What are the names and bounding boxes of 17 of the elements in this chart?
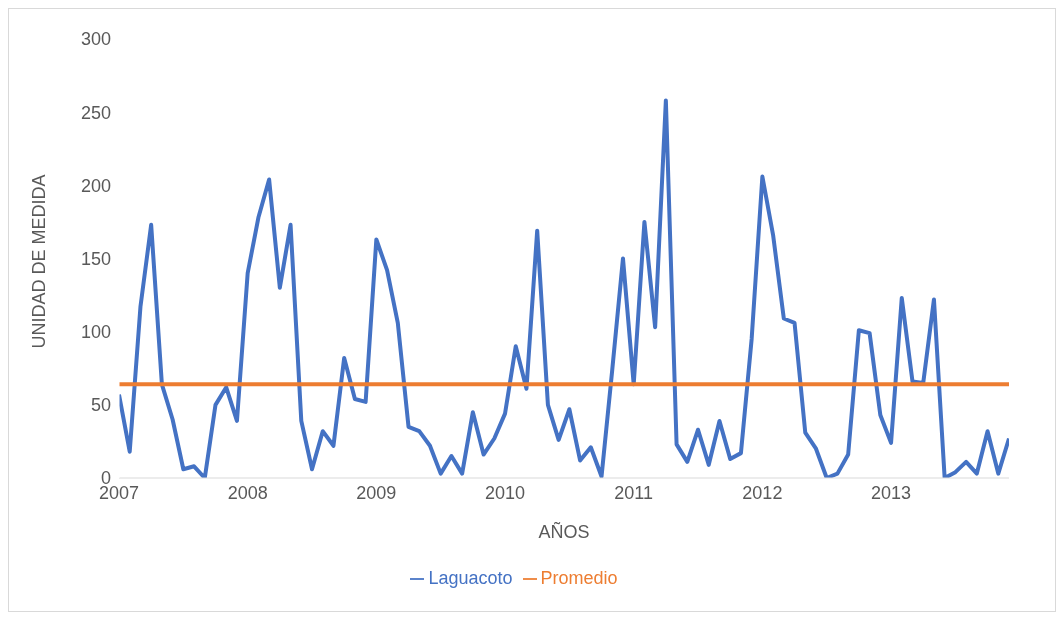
y-tick-label: 100 bbox=[80, 322, 111, 343]
x-tick-label: 2009 bbox=[356, 482, 397, 503]
x-axis-title: AÑOS bbox=[538, 521, 590, 542]
x-tick-label: 2013 bbox=[871, 482, 912, 503]
legend-label: Laguacoto bbox=[428, 568, 513, 588]
y-tick-label: 200 bbox=[80, 175, 111, 196]
y-axis-title: UNIDAD DE MEDIDA bbox=[29, 174, 50, 349]
y-tick-label: 300 bbox=[80, 29, 111, 50]
legend-label: Promedio bbox=[540, 568, 618, 588]
x-tick-label: 2012 bbox=[742, 482, 783, 503]
x-tick-label: 2010 bbox=[485, 482, 526, 503]
y-tick-label: 50 bbox=[90, 395, 111, 416]
y-tick-label: 250 bbox=[80, 102, 111, 123]
line-series bbox=[119, 98, 1009, 478]
y-tick-label: 150 bbox=[80, 248, 111, 269]
x-tick-label: 2008 bbox=[227, 482, 268, 503]
x-tick-label: 2011 bbox=[614, 482, 654, 503]
